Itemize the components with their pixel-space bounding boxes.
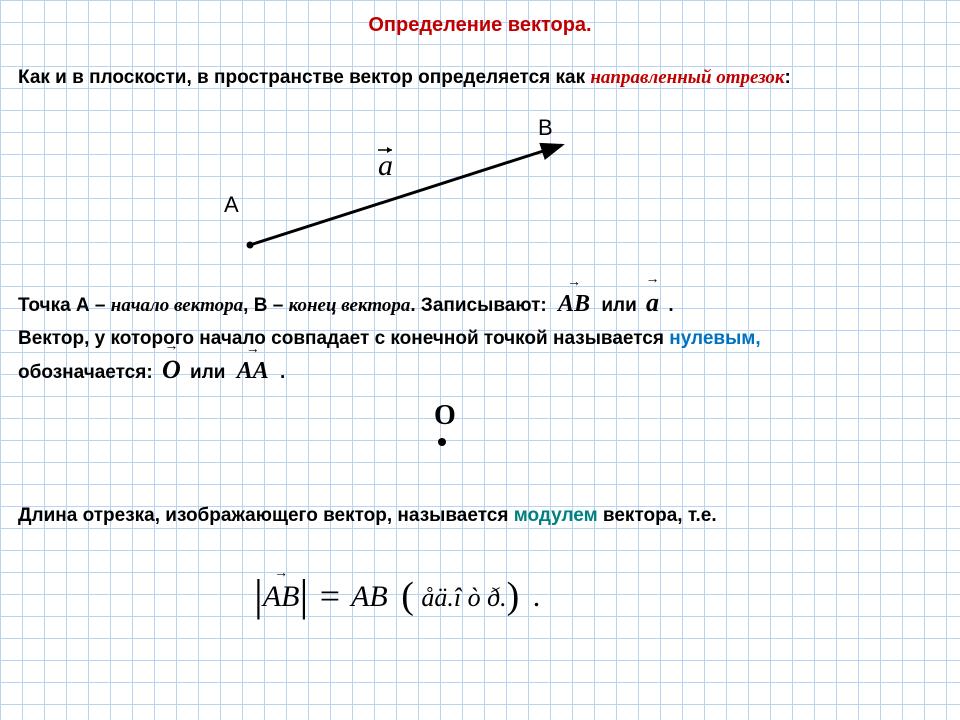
modulus-formula: |AB| = AB ( åä.î ò ð.) . bbox=[254, 570, 540, 621]
f-po: ( bbox=[401, 575, 414, 617]
abs-bar-l: | bbox=[254, 571, 263, 620]
para-4: Длина отрезка, изображающего вектор, наз… bbox=[18, 503, 942, 529]
f-dot: . bbox=[533, 580, 541, 613]
f-pc: ) bbox=[507, 575, 520, 617]
f-lhs: AB bbox=[263, 580, 300, 614]
f-eq: = bbox=[320, 576, 340, 616]
zero-vector-diagram: O bbox=[0, 0, 960, 500]
f-inner: åä.î ò ð. bbox=[421, 583, 506, 612]
point-o-dot bbox=[438, 438, 446, 446]
f-rhs-ab: AB bbox=[351, 580, 388, 613]
p4-t1: Длина отрезка, изображающего вектор, наз… bbox=[18, 505, 514, 526]
abs-bar-r: | bbox=[299, 571, 308, 620]
p4-t2: модулем bbox=[514, 505, 598, 526]
p4-t3: вектора, т.е. bbox=[598, 505, 717, 526]
label-o: O bbox=[434, 400, 456, 431]
